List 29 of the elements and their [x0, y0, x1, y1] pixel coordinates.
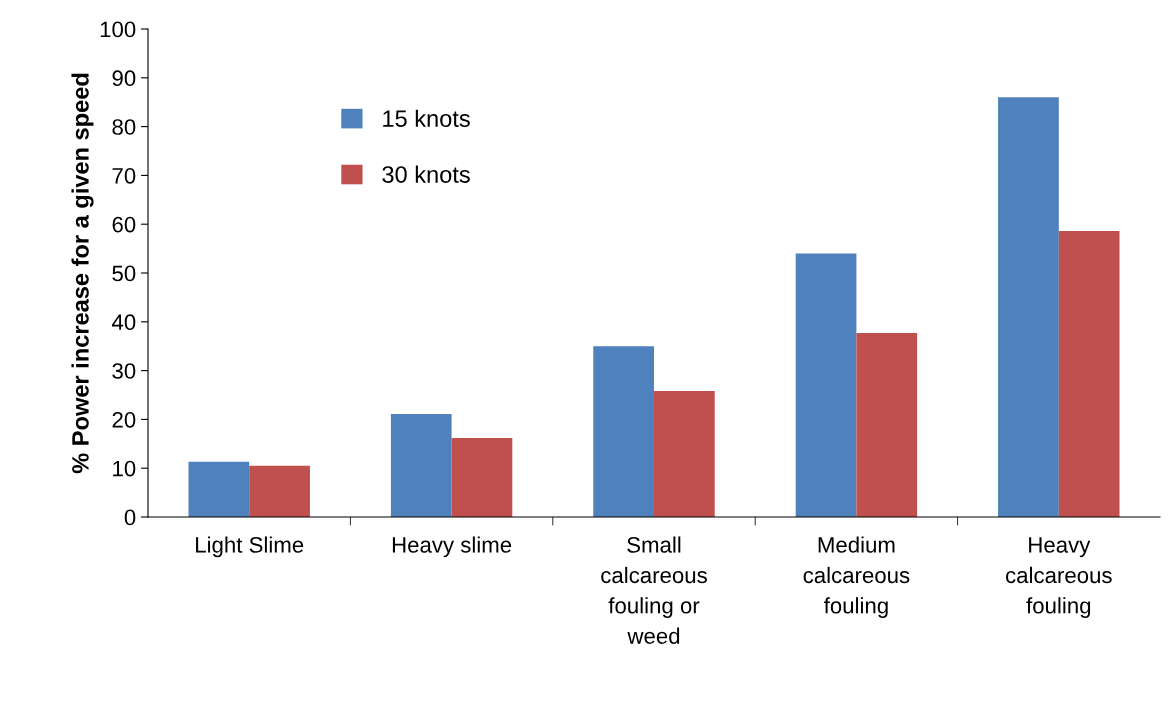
y-tick-label: 60 [112, 216, 136, 233]
y-tick-label: 100 [100, 21, 136, 38]
y-tick-label: 70 [112, 167, 136, 184]
x-tick-label: Medium calcareous fouling [803, 536, 910, 618]
legend-label: 30 knots [382, 165, 470, 183]
y-tick-label: 50 [112, 265, 136, 282]
x-tick-label: Heavy slime [392, 536, 512, 558]
x-tick-label: Light Slime [196, 536, 304, 558]
y-axis-title: % Power increase for a given speed [71, 73, 94, 474]
y-tick-label: 0 [124, 509, 136, 526]
y-tick-label: 40 [111, 314, 136, 331]
bar [593, 346, 654, 517]
bar [795, 253, 857, 517]
legend-label: 15 knots [383, 109, 470, 127]
x-tick-label: Heavy calcareous fouling [1006, 537, 1112, 618]
y-tick-label: 20 [112, 411, 136, 428]
bar [1058, 231, 1120, 517]
bar [654, 391, 715, 517]
bar [998, 97, 1059, 517]
bar [390, 414, 452, 517]
y-tick-label: 30 [112, 363, 136, 379]
y-tick-label: 80 [112, 119, 136, 135]
bar [188, 461, 250, 517]
x-tick-label: Small calcareous fouling or weed [601, 536, 707, 644]
bar [451, 437, 513, 517]
y-tick-label: 90 [112, 70, 136, 87]
bar [856, 333, 918, 517]
y-tick-label: 10 [113, 460, 136, 477]
bar [249, 465, 310, 517]
